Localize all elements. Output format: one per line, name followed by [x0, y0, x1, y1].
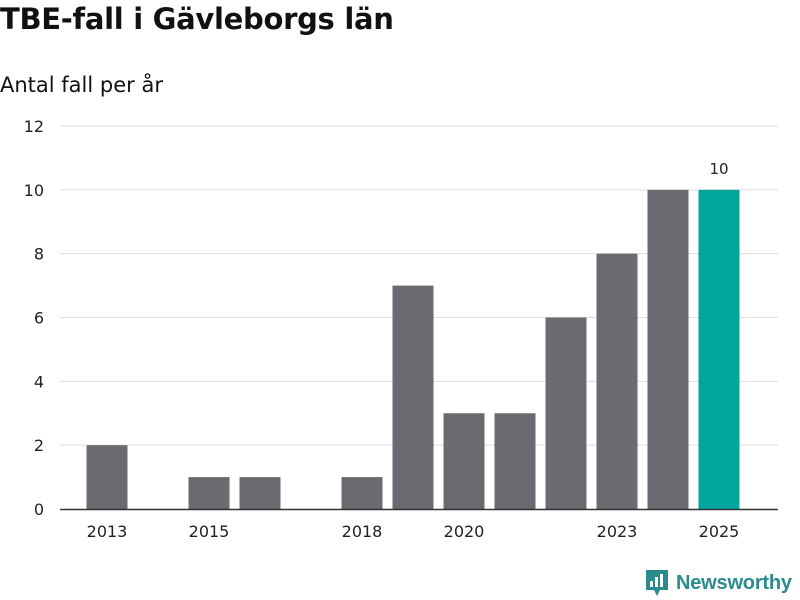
bar-2025 — [698, 189, 740, 510]
data-labels: 10 — [709, 160, 728, 178]
y-tick-label-10: 10 — [24, 181, 44, 200]
bar-2023 — [596, 253, 638, 509]
bar-2022 — [545, 317, 587, 509]
bar-2021 — [494, 413, 536, 509]
x-tick-label-2023: 2023 — [597, 522, 638, 541]
y-tick-label-6: 6 — [34, 309, 44, 328]
data-label-2025: 10 — [709, 160, 728, 178]
x-tick-label-2013: 2013 — [87, 522, 128, 541]
newsworthy-logo: Newsworthy — [644, 568, 792, 598]
newsworthy-logo-icon — [646, 570, 668, 596]
bars — [86, 189, 740, 510]
newsworthy-logo-text: Newsworthy — [676, 571, 792, 594]
bar-2018 — [341, 477, 383, 509]
bar-2013 — [86, 445, 128, 509]
bar-2020 — [443, 413, 485, 509]
y-axis-ticks: 0 2 4 6 8 10 12 — [24, 117, 44, 519]
bar-2016 — [239, 477, 281, 509]
y-tick-label-12: 12 — [24, 117, 44, 136]
y-tick-label-0: 0 — [34, 500, 44, 519]
bar-2024 — [647, 189, 689, 510]
bar-2019 — [392, 285, 434, 509]
x-tick-label-2020: 2020 — [444, 522, 485, 541]
x-tick-label-2018: 2018 — [342, 522, 383, 541]
x-tick-label-2015: 2015 — [189, 522, 230, 541]
bar-2015 — [188, 477, 230, 509]
chart-title: TBE-fall i Gävleborgs län — [0, 2, 394, 36]
y-tick-label-2: 2 — [34, 436, 44, 455]
y-tick-label-4: 4 — [34, 372, 44, 391]
x-tick-label-2025: 2025 — [699, 522, 740, 541]
chart-subtitle: Antal fall per år — [0, 73, 163, 97]
x-axis: 2013 2015 2018 2020 2023 2025 — [60, 508, 778, 541]
y-tick-label-8: 8 — [34, 245, 44, 264]
